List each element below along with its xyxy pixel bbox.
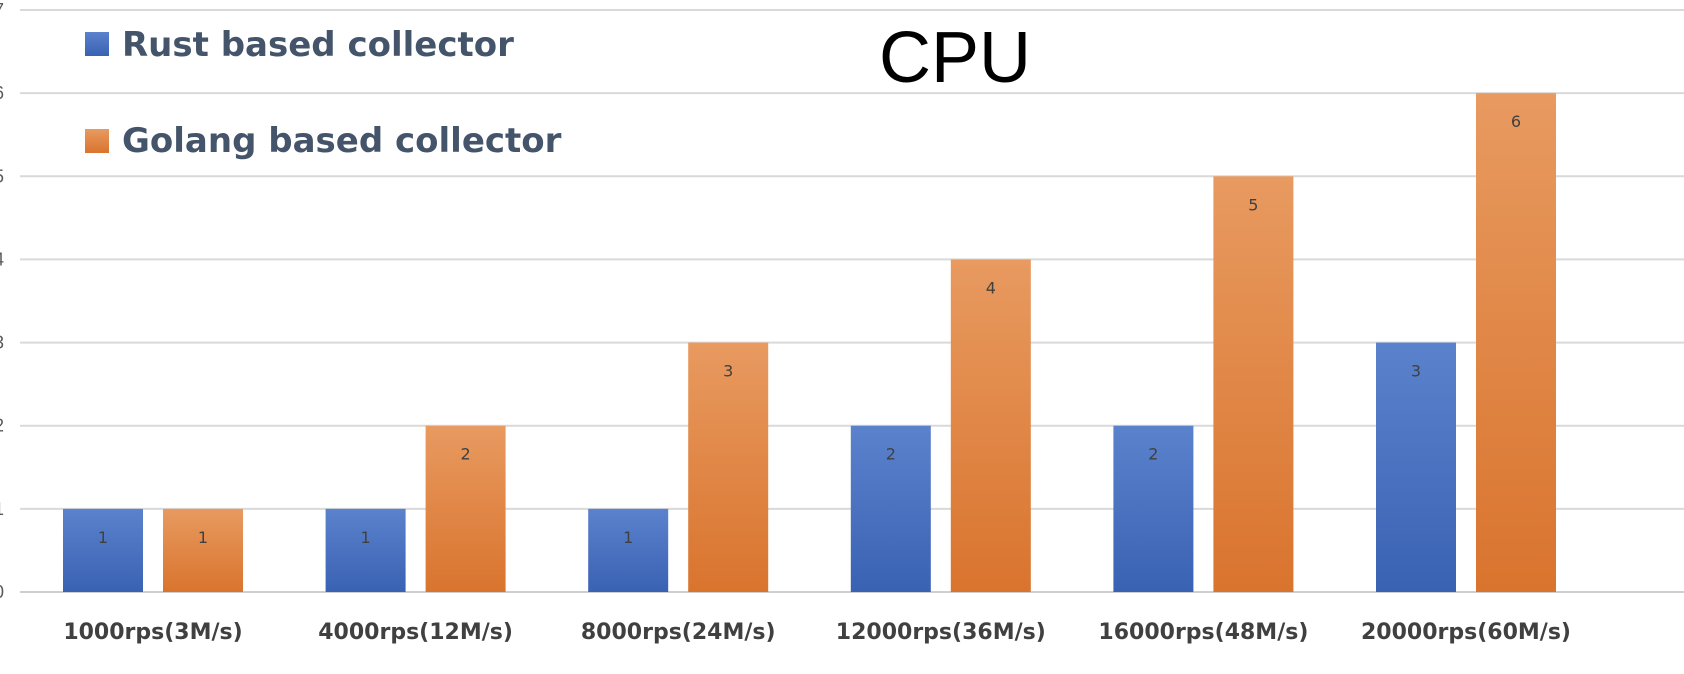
- data-label: 4: [986, 278, 996, 297]
- y-tick-label: 6: [0, 83, 4, 103]
- legend-label-rust: Rust based collector: [122, 25, 514, 65]
- legend: Rust based collector Golang based collec…: [85, 25, 562, 161]
- x-tick-label: 8000rps(24M/s): [581, 620, 776, 645]
- bar-golang: [1213, 176, 1294, 593]
- legend-swatch-rust: [85, 32, 109, 56]
- data-label: 5: [1248, 195, 1258, 214]
- bar-rust: [325, 508, 406, 592]
- bar-golang: [688, 342, 769, 592]
- bar-rust: [1113, 425, 1194, 592]
- data-label: 2: [461, 445, 471, 464]
- x-tick-label: 1000rps(3M/s): [63, 620, 242, 645]
- data-label: 1: [623, 528, 633, 547]
- bar-rust: [63, 508, 143, 592]
- x-tick-label: 4000rps(12M/s): [318, 620, 513, 645]
- x-axis-ticks: 1000rps(3M/s) 4000rps(12M/s) 8000rps(24M/s…: [63, 620, 1571, 645]
- data-label: 1: [198, 528, 208, 547]
- legend-label-golang: Golang based collector: [122, 121, 562, 161]
- bars: [63, 93, 1556, 593]
- x-tick-label: 12000rps(36M/s): [836, 620, 1046, 645]
- data-label: 1: [98, 528, 108, 547]
- y-axis-ticks: 0 1 2 3 4 5 6 7: [0, 0, 4, 602]
- y-tick-label: 1: [0, 499, 4, 519]
- bar-rust: [588, 508, 669, 592]
- x-tick-label: 16000rps(48M/s): [1098, 620, 1308, 645]
- y-tick-label: 2: [0, 416, 4, 436]
- data-label: 2: [886, 445, 896, 464]
- y-tick-label: 3: [0, 333, 4, 353]
- bar-golang: [1476, 93, 1556, 593]
- bar-rust: [850, 425, 931, 592]
- y-tick-label: 5: [0, 166, 4, 186]
- data-label: 3: [723, 362, 733, 381]
- data-label: 1: [361, 528, 371, 547]
- y-tick-label: 7: [0, 0, 4, 20]
- bar-rust: [1376, 342, 1456, 592]
- chart-title: CPU: [879, 18, 1031, 98]
- data-label: 2: [1148, 445, 1158, 464]
- bar-golang: [950, 259, 1031, 592]
- x-tick-label: 20000rps(60M/s): [1361, 620, 1571, 645]
- bar-golang: [425, 425, 506, 592]
- y-tick-label: 0: [0, 582, 4, 602]
- y-tick-label: 4: [0, 249, 4, 269]
- data-label: 3: [1411, 362, 1421, 381]
- data-label: 6: [1511, 112, 1521, 131]
- data-labels: 1 1 1 2 1 3 2 4 2 5 3 6: [98, 112, 1521, 547]
- bar-golang: [163, 508, 243, 592]
- legend-swatch-golang: [85, 129, 109, 153]
